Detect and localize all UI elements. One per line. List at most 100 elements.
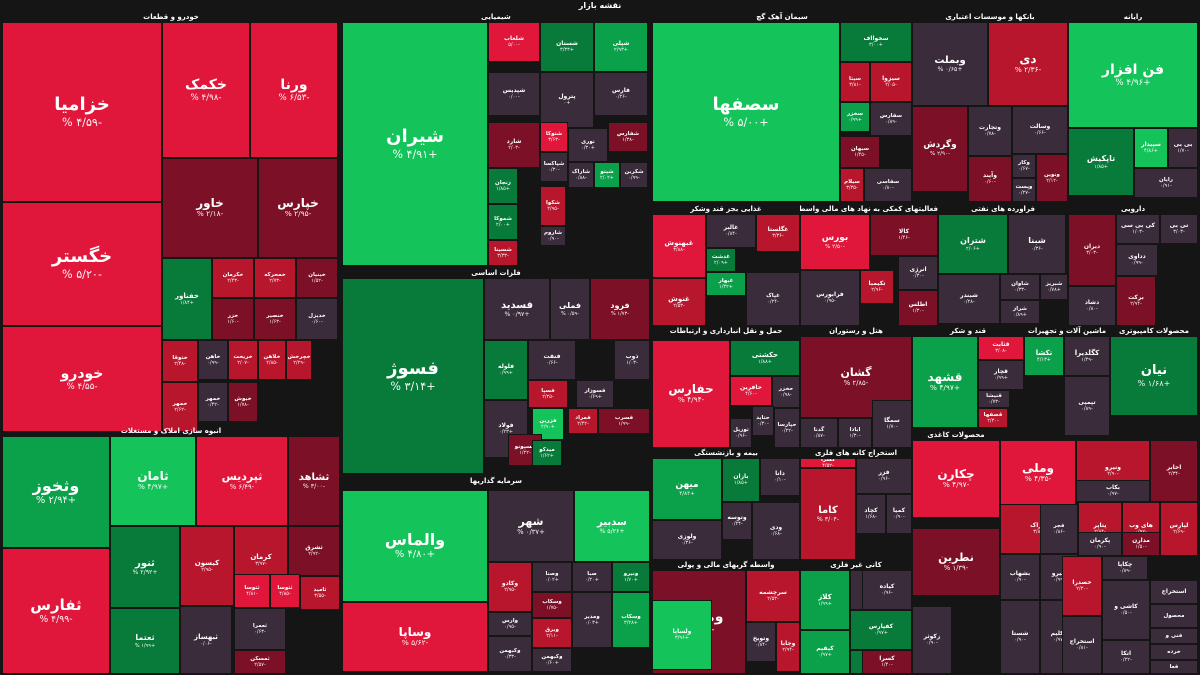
stock-tile[interactable]: بکاب -۰/۹۷ — [1076, 480, 1150, 502]
stock-tile[interactable]: فزر -۰/۹۶ — [856, 458, 912, 494]
stock-tile[interactable]: قچار +۰/۹۹ — [978, 360, 1024, 390]
stock-tile[interactable]: پترول +۰ — [540, 72, 594, 128]
stock-tile[interactable]: دشاد -۰/۸۰ — [1068, 286, 1116, 326]
stock-tile[interactable]: کیسون -۲/۹۵ — [180, 526, 234, 606]
stock-tile[interactable]: بورس -۲/۵۰ % — [800, 214, 870, 270]
stock-tile[interactable]: کچاد -۱/۶۸ — [856, 494, 886, 534]
stock-tile[interactable]: ثعتما +۱/۹۹ % — [110, 608, 180, 674]
stock-tile[interactable]: خودرو -۴/۵۵ % — [2, 326, 162, 432]
stock-tile[interactable]: بازان +۱/۸۵ — [722, 458, 760, 502]
stock-tile[interactable]: صبا +۰/۲۰ — [572, 562, 612, 592]
stock-tile[interactable]: خدیزل -۰/۶۰ — [296, 298, 338, 340]
stock-tile[interactable]: قثابت -۳/۰۸ — [978, 336, 1024, 360]
stock-tile[interactable]: کیاده -۰/۹۶ — [862, 570, 912, 610]
stock-tile[interactable]: ذوب -۱/۰۳ — [614, 340, 650, 380]
stock-tile[interactable]: محصول — [1150, 604, 1198, 628]
stock-tile[interactable]: خاهن -۰/۹۹ — [198, 340, 228, 380]
stock-tile[interactable]: خکرمان -۲/۴۳ — [212, 258, 254, 298]
stock-tile[interactable]: ونوین -۲/۱۲ — [1036, 154, 1068, 202]
stock-tile[interactable]: غبهنوش -۳/۸۸ — [652, 214, 706, 278]
stock-tile[interactable]: کاما -۳/۰۴ % — [800, 468, 856, 560]
stock-tile[interactable]: سرچشمه -۲/۵۳ — [746, 570, 800, 622]
stock-tile[interactable]: ابادا -۱/۳۰ — [838, 418, 872, 448]
stock-tile[interactable]: ثامان +۴/۹۷ % — [110, 436, 196, 526]
stock-tile[interactable]: شیران +۴/۹۱ % — [342, 22, 488, 266]
stock-tile[interactable]: وتوسه -۰/۲۴ — [722, 502, 752, 540]
stock-tile[interactable]: فنفت -۰/۶۶ — [528, 340, 576, 380]
stock-tile[interactable]: قشهد +۴/۹۷ % — [912, 336, 978, 428]
stock-tile[interactable]: شهر +۰/۳۷ % — [488, 490, 574, 562]
stock-tile[interactable]: سیلام -۳/۳۵ — [840, 168, 864, 202]
stock-tile[interactable]: شفارس -۱/۳۸ — [608, 122, 648, 152]
stock-tile[interactable]: وکار -۰/۶۷ — [1012, 154, 1036, 178]
stock-tile[interactable]: کمیا -۰/۹۰ — [886, 494, 912, 534]
stock-tile[interactable]: استخراج — [1150, 580, 1198, 604]
stock-tile[interactable]: سخوااف +۳/۰۰ — [840, 22, 912, 62]
stock-tile[interactable]: شستا -۰/۹۰ — [1000, 600, 1040, 674]
stock-tile[interactable]: ثتوسا -۴/۸۵ — [270, 574, 300, 608]
stock-tile[interactable]: حتاید -۰/۳۰ — [752, 406, 774, 436]
stock-tile[interactable]: خزر -۱/۶۰ — [212, 298, 254, 340]
stock-tile[interactable]: میهن +۴/۸۳ — [652, 458, 722, 520]
stock-tile[interactable]: فن افزار +۴/۹۶ % — [1068, 22, 1198, 128]
stock-tile[interactable]: وتجارت -۰/۷۸ — [968, 106, 1012, 156]
stock-tile[interactable]: وسکاب +۳/۲۸ — [612, 592, 650, 648]
stock-tile[interactable]: سخزر +۰/۹۹ — [840, 102, 870, 132]
stock-tile[interactable]: دداوی -۰/۹۹ — [1116, 244, 1158, 276]
stock-tile[interactable]: شبریز +۰/۷۸ — [1040, 274, 1068, 300]
stock-tile[interactable]: حکشتی +۱/۸۸ — [730, 340, 800, 376]
stock-tile[interactable]: وکادو -۲/۹۵ — [488, 562, 532, 612]
stock-tile[interactable]: انرژی -۰/۳۰ — [898, 256, 938, 290]
stock-tile[interactable]: کاشی و -۰/۵۰ — [1102, 580, 1150, 640]
stock-tile[interactable]: کالا -۱/۴۶ — [870, 214, 938, 256]
stock-tile[interactable]: شپلی +۲/۹۳ — [594, 22, 648, 72]
stock-tile[interactable]: حپارسا -۰/۲۲ — [774, 408, 800, 448]
stock-tile[interactable]: ختوقا -۲/۴۸ — [162, 340, 198, 382]
stock-tile[interactable]: شلعاب -۵/۰۰ — [488, 22, 540, 62]
stock-tile[interactable]: وجابا -۲/۹۴ — [776, 622, 800, 672]
stock-tile[interactable]: سمگا -۱/۷۰ — [872, 400, 912, 448]
stock-tile[interactable]: شپاکسا -۰/۳۰ — [540, 152, 568, 182]
stock-tile[interactable]: فنی و — [1150, 628, 1198, 644]
stock-tile[interactable]: فمراد -۲/۴۲ — [568, 408, 598, 434]
stock-tile[interactable]: حافرین -۴/۶۰ — [730, 376, 772, 406]
stock-tile[interactable]: میدکو +۱/۶۲ — [532, 440, 562, 466]
stock-tile[interactable]: خنصیر -۱/۶۳ — [254, 298, 296, 340]
stock-tile[interactable]: خصدرا -۲/۳۰ — [1062, 556, 1102, 616]
stock-tile[interactable]: خزامیا -۴/۵۹ % — [2, 22, 162, 202]
stock-tile[interactable]: ودی -۰/۶۸ — [752, 502, 800, 560]
stock-tile[interactable]: فرابورس -۰/۹۵ — [800, 270, 860, 326]
stock-tile[interactable]: فسدید +۰/۹۷ % — [484, 278, 550, 340]
stock-tile[interactable]: سیزوا -۲/۰۵ — [870, 62, 912, 102]
stock-tile[interactable]: شبندر -۰/۲۸ — [938, 274, 1000, 324]
stock-tile[interactable]: شسینا -۳/۳۳ — [488, 240, 518, 266]
stock-tile[interactable]: ثشاهد -۳/۰۰ % — [288, 436, 340, 526]
stock-tile[interactable]: خپارس -۲/۹۵ % — [258, 158, 338, 258]
stock-tile[interactable]: کفپارس +۰/۹۷ — [850, 610, 912, 650]
stock-tile[interactable]: فرود -۱/۷۳ % — [590, 278, 650, 340]
stock-tile[interactable]: شپدیس -۰/۰۰ — [488, 72, 540, 116]
stock-tile[interactable]: رایان -۰/۹۱ — [1134, 168, 1198, 198]
stock-tile[interactable]: سبهان -۱/۴۵ — [840, 136, 880, 168]
stock-tile[interactable]: کسرا -۱/۴۰ — [862, 650, 912, 674]
stock-tile[interactable]: اطلس -۱/۳۰ — [898, 290, 938, 326]
stock-tile[interactable]: دیران -۳/۰۳ — [1068, 214, 1116, 286]
stock-tile[interactable]: سفاسی -۰/۸۰ — [864, 168, 912, 202]
stock-tile[interactable]: غالبر -۰/۸۴ — [706, 214, 756, 248]
stock-tile[interactable]: ثشرق -۲/۹۲ — [288, 526, 340, 576]
stock-tile[interactable]: خیوش -۱/۷۸ — [228, 382, 258, 422]
stock-tile[interactable]: کسرا -۴/۵۲ — [800, 458, 856, 468]
stock-tile[interactable]: ونیرو +۱/۷۰ — [612, 562, 650, 592]
stock-tile[interactable]: وصنا +۰/۰۲ — [532, 562, 572, 592]
stock-tile[interactable]: خفناور +۱/۸۴ — [162, 258, 212, 340]
stock-tile[interactable]: ثنور +۲/۹۲ % — [110, 526, 180, 608]
stock-tile[interactable]: کی بی سی -۱/۰۳ — [1116, 214, 1160, 244]
stock-tile[interactable]: ثپردیس -۶/۴۹ % — [196, 436, 288, 526]
stock-tile[interactable]: خچرخش -۲/۲۹ — [286, 340, 312, 380]
stock-tile[interactable]: زنجان +۱/۸۵ — [488, 168, 518, 204]
stock-tile[interactable]: فسوزار +۰/۶۹ — [576, 380, 614, 408]
stock-tile[interactable]: والماس +۴/۸۰ % — [342, 490, 488, 602]
stock-tile[interactable]: ثفارس -۴/۹۹ % — [2, 548, 110, 674]
stock-tile[interactable]: شاراک -۰/۸۸ — [568, 162, 594, 188]
stock-tile[interactable]: فسپا -۲/۲۵ — [528, 380, 568, 408]
